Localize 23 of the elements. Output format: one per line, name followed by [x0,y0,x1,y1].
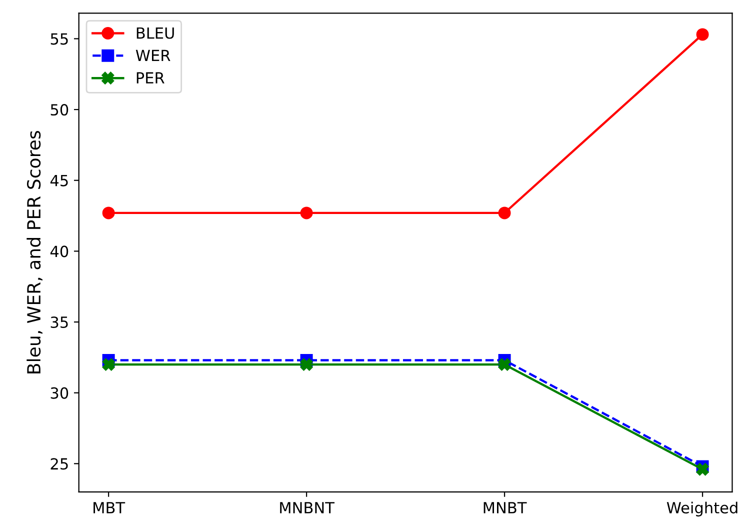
point [696,28,709,41]
y-tick-label: 35 [50,316,68,328]
point [300,206,313,220]
y-tick-label: 40 [50,246,68,258]
legend-label: WER [136,50,170,62]
point [696,463,709,476]
y-axis-title: Bleu, WER, and PER Scores [26,130,42,374]
x-tick-label: Weighted [666,502,738,516]
x-tick-label: MNBT [484,502,527,514]
point [300,358,313,371]
point [102,206,115,220]
x-tick-label: MNBNT [280,502,335,514]
legend-label: BLEU [136,27,174,39]
x-tick-label: MBT [94,502,126,514]
y-tick-label: 45 [50,175,68,186]
y-tick-label: 55 [50,33,68,45]
point [102,358,115,371]
point [498,206,511,220]
point [498,358,511,371]
y-tick-label: 25 [50,458,68,470]
y-tick-label: 50 [50,104,68,116]
y-tick-label: 30 [50,387,68,399]
legend-label: PER [136,72,164,84]
